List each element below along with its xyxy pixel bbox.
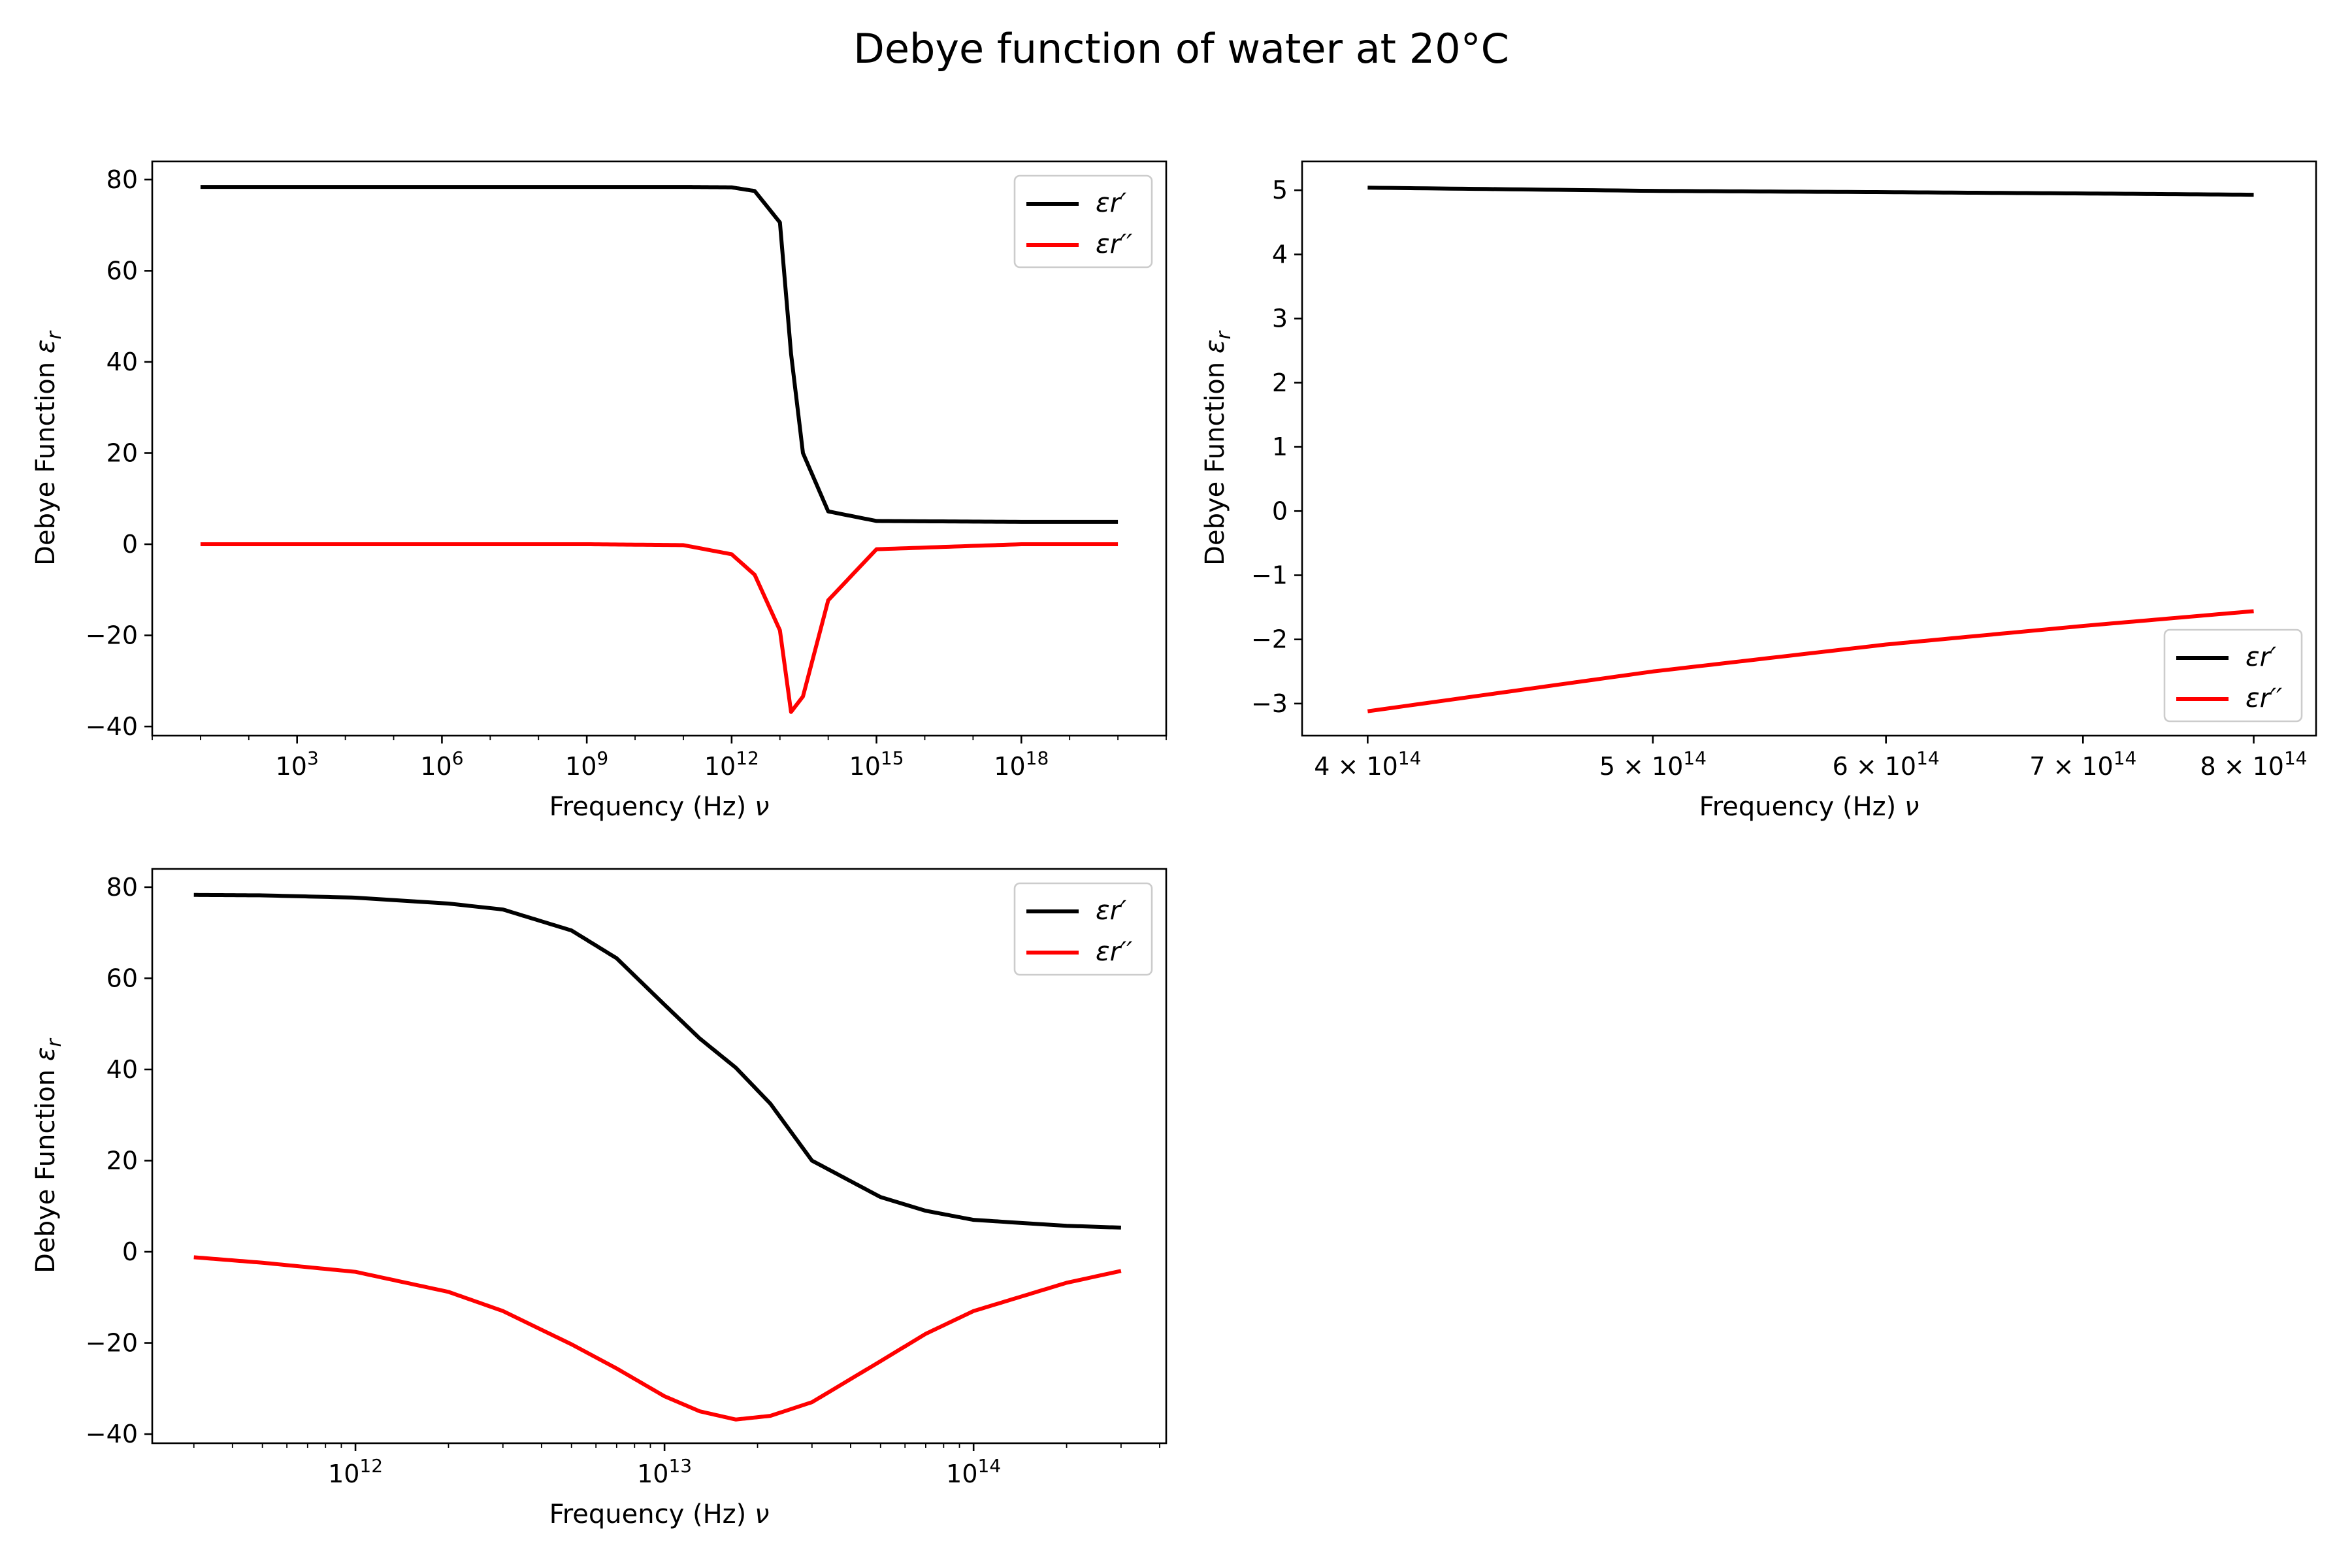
y-tick-label: 40 — [106, 1055, 138, 1084]
axes-frame — [151, 868, 1168, 1445]
y-tick-label: 2 — [1272, 368, 1288, 397]
x-tick-label: 103 — [276, 747, 319, 781]
figure-title: Debye function of water at 20°C — [853, 25, 1509, 73]
legend-label: εr′ — [1096, 188, 1126, 218]
legend-label: εr′′ — [1096, 229, 1132, 259]
x-tick-label: 5 × 1014 — [1599, 747, 1707, 781]
series-lines — [1367, 186, 2254, 713]
y-tick-label: 40 — [106, 348, 138, 376]
series-line-imaginary — [200, 542, 1119, 714]
legend: εr′ εr′′ — [1013, 174, 1153, 269]
y-tick-label: −40 — [86, 712, 138, 741]
series-line-imaginary — [193, 1255, 1122, 1422]
y-tick-label: 3 — [1272, 304, 1288, 333]
y-tick-label: −20 — [86, 621, 138, 650]
y-axis-label: Debye Function εr — [31, 1038, 66, 1273]
x-tick-label: 106 — [420, 747, 463, 781]
series-lines — [200, 185, 1119, 714]
x-tick-label: 1012 — [704, 747, 759, 781]
x-axis-label: Frequency (Hz) ν — [549, 792, 770, 822]
x-tick-label: 1018 — [994, 747, 1049, 781]
y-tick-label: −3 — [1251, 689, 1288, 718]
series-lines — [193, 892, 1122, 1422]
subplot-optical-range: −3 −2 −1 0 1 2 3 4 5 4 × 1014 5 × 1014 6 × 1014 7 × … — [1200, 160, 2317, 822]
series-line-real — [193, 892, 1121, 1230]
y-tick-label: 60 — [106, 256, 138, 285]
x-axis-label: Frequency (Hz) ν — [1699, 792, 1919, 822]
y-axis-label: Debye Function εr — [1200, 331, 1235, 566]
y-tick-label: 20 — [106, 1146, 138, 1175]
legend: εr′ εr′′ — [1013, 882, 1153, 976]
series-line-real — [200, 185, 1119, 524]
y-tick-label: −20 — [86, 1329, 138, 1358]
y-tick-label: 5 — [1272, 176, 1288, 204]
x-tick-label: 1012 — [328, 1455, 383, 1488]
x-tick-label: 4 × 1014 — [1314, 747, 1421, 781]
y-tick-label: 60 — [106, 964, 138, 992]
y-axis-label: Debye Function εr — [31, 331, 66, 566]
subplot-relaxation-zoom: −40 −20 0 20 40 60 80 1012 1013 1014 Frequency (Hz… — [31, 868, 1168, 1529]
y-tick-label: −2 — [1251, 625, 1288, 654]
series-line-real — [1367, 186, 2254, 197]
y-tick-label: 0 — [122, 530, 138, 559]
axes-frame — [151, 160, 1168, 737]
legend-label: εr′′ — [2246, 683, 2282, 713]
y-tick-label: −1 — [1251, 561, 1288, 589]
subplot-full-range: −40 −20 0 20 40 60 80 103 106 109 1012 1015 1018 Freq… — [31, 160, 1168, 822]
y-tick-label: 80 — [106, 873, 138, 902]
x-tick-label: 1015 — [849, 747, 904, 781]
x-tick-label: 1014 — [946, 1455, 1001, 1488]
legend-label: εr′ — [1096, 896, 1126, 926]
y-tick-label: 80 — [106, 165, 138, 194]
axes-frame — [1301, 160, 2317, 737]
x-tick-label: 6 × 1014 — [1833, 747, 1940, 781]
y-tick-label: 1 — [1272, 433, 1288, 461]
y-tick-label: 20 — [106, 438, 138, 467]
y-tick-label: 4 — [1272, 240, 1288, 269]
x-axis-label: Frequency (Hz) ν — [549, 1499, 770, 1529]
x-tick-label: 7 × 1014 — [2029, 747, 2136, 781]
legend: εr′ εr′′ — [2163, 629, 2303, 723]
y-tick-label: 0 — [1272, 497, 1288, 525]
series-line-imaginary — [1367, 609, 2254, 713]
x-tick-label: 1013 — [637, 1455, 692, 1488]
x-tick-label: 8 × 1014 — [2200, 747, 2307, 781]
y-tick-label: −40 — [86, 1420, 138, 1448]
legend-label: εr′ — [2246, 642, 2276, 672]
y-tick-label: 0 — [122, 1237, 138, 1266]
legend-label: εr′′ — [1096, 937, 1132, 967]
x-tick-label: 109 — [565, 747, 608, 781]
